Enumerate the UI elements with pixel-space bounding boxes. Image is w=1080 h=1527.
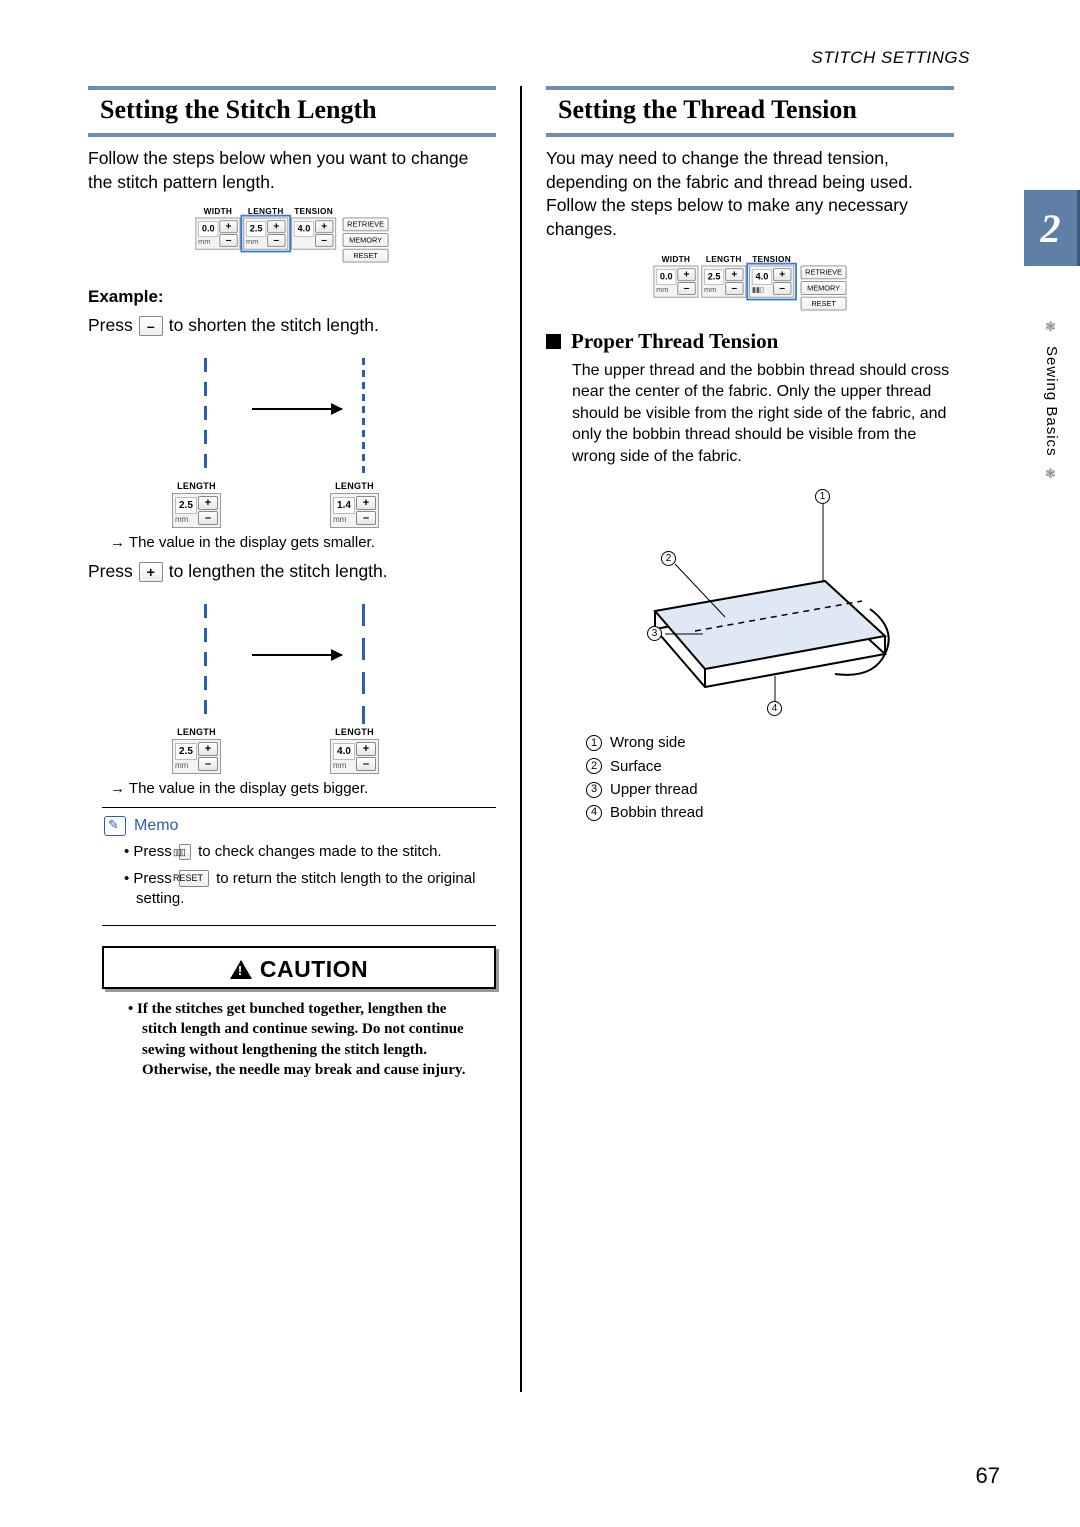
subheading-proper-tension: Proper Thread Tension [546,329,954,354]
square-bullet-icon [546,334,561,349]
press-lengthen-line: Press + to lengthen the stitch length. [88,561,496,582]
caution-box: CAUTION [102,946,496,989]
diagram-legend: 1Wrong side 2Surface 3Upper thread 4Bobb… [546,731,954,824]
width-group: WIDTH 0.0 mm +– [195,207,240,250]
memory-button[interactable]: MEMORY [801,281,847,295]
width-value: 0.0 [198,221,218,237]
caution-title: CAUTION [260,956,368,983]
note-smaller: The value in the display gets smaller. [110,534,496,551]
left-column: Setting the Stitch Length Follow the ste… [88,86,518,1416]
length-value: 2.5 [246,221,266,237]
len-before-shorten: 2.5 [175,497,197,514]
memo-box: Memo Press to check changes made to the … [102,807,496,926]
plus-button[interactable]: + [139,562,163,582]
memo-title: Memo [134,817,178,835]
tension-group: TENSION 4.0 +– [291,207,336,250]
retrieve-button[interactable]: RETRIEVE [343,218,389,232]
len-after-shorten: 1.4 [333,497,355,514]
len-after-lengthen: 4.0 [333,743,355,760]
tension-value: 4.0 [294,221,314,237]
caution-text: If the stitches get bunched together, le… [114,999,484,1080]
preview-button[interactable] [179,844,191,860]
minus-button[interactable]: – [139,316,163,336]
section-header: STITCH SETTINGS [811,48,970,68]
memo-item-1: Press to check changes made to the stitc… [124,842,494,862]
memory-button[interactable]: MEMORY [343,233,389,247]
note-bigger: The value in the display gets bigger. [110,780,496,797]
chapter-tab: 2 [1024,190,1080,266]
length-minus-button[interactable]: – [267,234,285,247]
settings-panel-tension: WIDTH 0.0mm +– LENGTH 2.5mm +– TENSION [562,254,937,310]
example-label: Example: [88,287,496,307]
reset-inline-button[interactable]: RESET [179,870,209,886]
ornament-icon: ❃ [1044,467,1059,483]
memo-icon [104,816,126,836]
heading-stitch-length: Setting the Stitch Length [88,86,496,137]
heading-text: Setting the Thread Tension [546,91,954,131]
reset-button[interactable]: RESET [343,249,389,263]
retrieve-button[interactable]: RETRIEVE [801,265,847,279]
right-column: Setting the Thread Tension You may need … [524,86,954,1416]
column-divider [520,86,522,1392]
proper-tension-body: The upper thread and the bobbin thread s… [546,360,954,468]
shorten-illustration: LENGTH 2.5mm +– LENGTH 1.4mm +– [132,348,452,528]
tension-minus-button[interactable]: – [315,234,333,247]
length-plus-button[interactable]: + [267,220,285,233]
chapter-side-label: ❃ Sewing Basics ❃ [1043,320,1060,483]
fabric-diagram: 1 2 3 4 [585,479,915,719]
intro-text: Follow the steps below when you want to … [88,147,496,194]
len-before-lengthen: 2.5 [175,743,197,760]
memo-item-2: Press RESET to return the stitch length … [124,869,494,910]
length-group: LENGTH 2.5 mm +– [243,207,288,250]
side-label-text: Sewing Basics [1043,346,1060,457]
settings-panel-length: WIDTH 0.0 mm +– LENGTH 2.5 mm [104,207,479,263]
ornament-icon: ❃ [1044,320,1059,336]
lengthen-illustration: LENGTH 2.5mm +– LENGTH 4.0mm +– [132,594,452,774]
width-minus-button[interactable]: – [219,234,237,247]
width-plus-button[interactable]: + [219,220,237,233]
reset-button[interactable]: RESET [801,296,847,310]
warning-icon [230,960,252,979]
page-number: 67 [976,1463,1000,1489]
heading-text: Setting the Stitch Length [88,91,496,131]
tension-intro: You may need to change the thread tensio… [546,147,954,242]
tension-plus-button[interactable]: + [315,220,333,233]
heading-thread-tension: Setting the Thread Tension [546,86,954,137]
press-shorten-line: Press – to shorten the stitch length. [88,315,496,336]
